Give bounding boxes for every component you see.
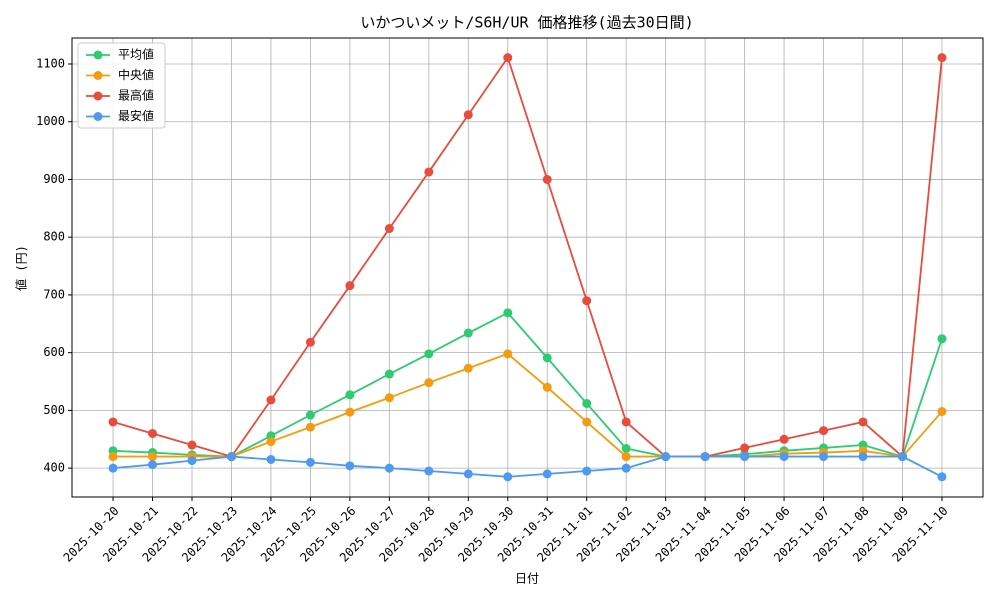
marker (503, 53, 513, 63)
marker (384, 224, 394, 234)
marker (582, 466, 592, 476)
marker (266, 395, 276, 405)
marker (424, 167, 434, 177)
y-tick-label: 500 (43, 403, 65, 417)
marker (305, 457, 315, 467)
marker (424, 466, 434, 476)
marker (542, 469, 552, 479)
y-tick-label: 1100 (36, 56, 65, 70)
marker (897, 452, 907, 462)
legend-label: 最安値 (118, 108, 154, 123)
legend-marker (93, 50, 103, 60)
marker (542, 174, 552, 184)
marker (779, 452, 789, 462)
marker (661, 452, 671, 462)
marker (621, 452, 631, 462)
marker (108, 417, 118, 427)
y-tick-label: 400 (43, 461, 65, 475)
marker (582, 417, 592, 427)
marker (345, 461, 355, 471)
marker (740, 443, 750, 453)
marker (463, 469, 473, 479)
marker (937, 53, 947, 63)
y-tick-label: 1000 (36, 114, 65, 128)
marker (384, 393, 394, 403)
marker (740, 452, 750, 462)
marker (621, 444, 631, 454)
marker (621, 463, 631, 473)
legend-label: 最高値 (118, 88, 154, 103)
marker (266, 454, 276, 464)
line (112, 55, 943, 459)
marker (384, 463, 394, 473)
marker (503, 472, 513, 482)
marker (937, 407, 947, 417)
marker (937, 472, 947, 482)
marker (345, 281, 355, 291)
marker (305, 422, 315, 432)
marker (305, 410, 315, 420)
x-axis-label: 日付 (515, 572, 539, 586)
line (113, 352, 943, 458)
marker (463, 363, 473, 373)
marker (148, 460, 158, 470)
marker (463, 328, 473, 338)
line (113, 311, 943, 458)
legend-marker (93, 71, 103, 80)
marker (858, 452, 868, 462)
y-tick-label: 800 (43, 230, 65, 244)
marker (305, 337, 315, 347)
chart-title: いかついメット/S6H/UR 価格推移(過去30日間) (360, 14, 693, 32)
y-tick-label: 900 (43, 172, 65, 186)
line (112, 455, 943, 478)
marker (345, 390, 355, 400)
marker (424, 349, 434, 359)
marker (542, 353, 552, 363)
marker (858, 417, 868, 427)
legend-label: 平均値 (118, 47, 154, 62)
marker (424, 378, 434, 388)
y-tick-label: 600 (43, 345, 65, 359)
marker (384, 369, 394, 379)
marker (582, 398, 592, 408)
marker (937, 334, 947, 344)
marker (819, 452, 829, 462)
marker (226, 452, 236, 462)
marker (700, 452, 710, 462)
legend-marker (93, 112, 103, 121)
y-tick-label: 700 (43, 287, 65, 301)
y-axis-label: 値 (円) (14, 245, 29, 291)
marker (542, 382, 552, 392)
legend-box (77, 42, 166, 129)
legend-label: 中央値 (118, 67, 154, 82)
marker (621, 417, 631, 427)
marker (148, 428, 158, 438)
marker (779, 434, 789, 444)
marker (108, 463, 118, 473)
legend-marker (93, 91, 103, 101)
marker (187, 456, 197, 466)
marker (187, 440, 197, 450)
marker (582, 296, 592, 306)
plot-frame (71, 37, 984, 498)
marker (148, 452, 158, 462)
marker (345, 407, 355, 417)
marker (819, 426, 829, 436)
marker (503, 349, 513, 359)
marker (266, 437, 276, 447)
marker (463, 110, 473, 120)
marker (108, 452, 118, 462)
marker (503, 308, 513, 318)
